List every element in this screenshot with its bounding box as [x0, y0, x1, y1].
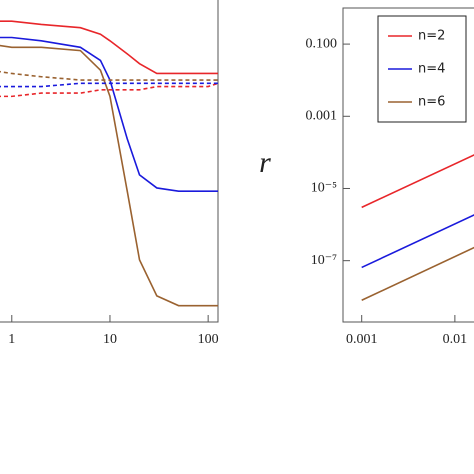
series-line [0, 82, 219, 98]
series-line [0, 82, 218, 88]
series-line [0, 44, 218, 307]
y-axis-label: r [259, 146, 271, 179]
series-line [0, 36, 218, 192]
series-line [0, 70, 218, 81]
x-tick-label: 0.001 [346, 332, 378, 347]
x-tick-label: 0.01 [443, 332, 468, 347]
x-tick-label: 10 [103, 332, 117, 347]
y-tick-label: 10⁻⁷ [311, 253, 337, 268]
legend-label: n=2 [418, 29, 445, 44]
series-line [0, 20, 218, 75]
legend-label: n=6 [418, 95, 445, 110]
y-tick-label: 10⁻⁵ [311, 181, 337, 196]
y-tick-label: 0.100 [306, 36, 338, 51]
series-line [361, 246, 474, 301]
series-line [361, 214, 474, 269]
x-tick-label: 100 [198, 332, 219, 347]
y-tick-label: 0.001 [306, 109, 338, 124]
x-tick-label: 1 [8, 332, 15, 347]
series-line [361, 154, 474, 209]
plot-frame [342, 7, 474, 323]
legend-label: n=4 [418, 62, 445, 77]
plot-frame [0, 0, 219, 323]
